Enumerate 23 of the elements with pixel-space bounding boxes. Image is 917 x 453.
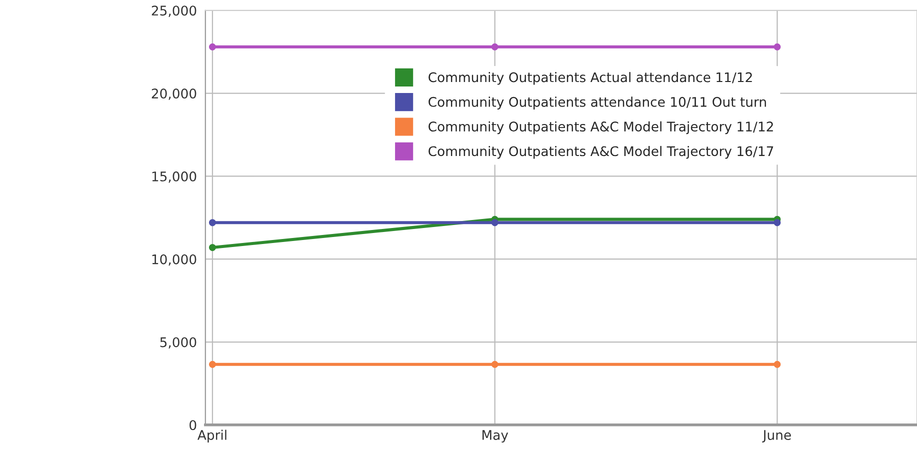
x-tick-label: May bbox=[482, 430, 508, 443]
y-tick-label: 15,000 bbox=[152, 171, 196, 183]
legend-label: Community Outpatients A&C Model Trajectory 11/12 bbox=[428, 121, 773, 134]
point bbox=[491, 360, 498, 368]
point bbox=[491, 43, 498, 50]
point bbox=[208, 43, 216, 50]
point bbox=[208, 360, 216, 368]
y-tick-label: 0 bbox=[190, 420, 196, 430]
x-tick-label: June bbox=[762, 430, 791, 442]
point bbox=[208, 244, 216, 251]
x-tick-label: April bbox=[197, 430, 226, 443]
legend-label: Community Outpatients Actual attendance 11/12 bbox=[428, 72, 752, 85]
y-tick-label: 5,000 bbox=[160, 337, 196, 349]
y-tick-label: 20,000 bbox=[152, 88, 196, 100]
y-tick-label: 25,000 bbox=[152, 6, 196, 17]
point bbox=[774, 219, 781, 226]
legend-label: Community Outpatients attendance 10/11 Out turn bbox=[428, 96, 766, 110]
point bbox=[491, 219, 498, 226]
point bbox=[208, 219, 216, 226]
y-tick-label: 10,000 bbox=[152, 254, 196, 266]
legend-label: Community Outpatients A&C Model Trajectory 16/17 bbox=[428, 146, 774, 159]
point bbox=[774, 360, 781, 368]
point bbox=[774, 43, 781, 50]
